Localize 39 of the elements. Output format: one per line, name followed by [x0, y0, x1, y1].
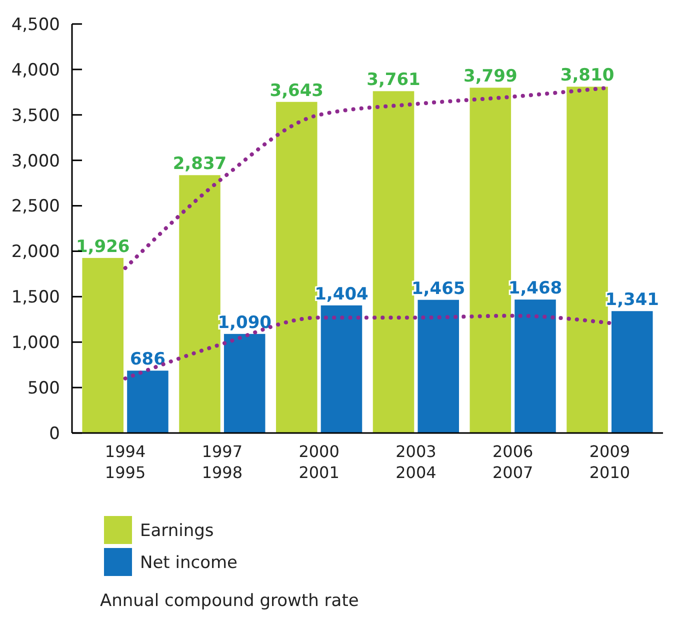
- y-tick-label: 2,500: [11, 196, 60, 217]
- y-tick-label: 3,500: [11, 106, 60, 126]
- bar: [566, 86, 608, 433]
- bar: [276, 102, 318, 433]
- data-label: 686: [130, 350, 166, 370]
- x-tick-label: 2003 2004: [396, 442, 436, 482]
- bar: [224, 334, 266, 433]
- x-tick-label: 1994 1995: [104, 442, 146, 482]
- x-tick-label: 2009 2010: [589, 442, 630, 482]
- y-tick-label: 4,000: [11, 60, 60, 80]
- bar: [514, 300, 556, 433]
- y-tick-label: 1,000: [11, 333, 60, 354]
- bar: [179, 175, 220, 433]
- legend-label: Net income: [140, 552, 238, 573]
- x-tick-label: 2000 2001: [298, 442, 340, 482]
- y-tick-label: 2,000: [11, 242, 60, 262]
- bar: [470, 88, 512, 433]
- data-label: 1,926: [76, 236, 130, 257]
- data-label: 3,799: [464, 66, 518, 87]
- bar: [127, 370, 168, 433]
- data-label: 3,761: [366, 70, 420, 90]
- y-tick-label: 3,000: [11, 151, 60, 172]
- bar: [418, 300, 460, 433]
- y-tick-label: 4,500: [11, 14, 60, 35]
- y-tick-label: 500: [28, 378, 60, 399]
- bar: [320, 305, 362, 433]
- data-label: 3,810: [560, 66, 614, 86]
- bar: [372, 91, 414, 433]
- y-tick-label: 0: [49, 424, 60, 444]
- bar: [82, 258, 124, 433]
- legend-label: Earnings: [140, 520, 214, 541]
- x-tick-label: 1997 1998: [202, 442, 243, 482]
- line-series: [123, 314, 612, 380]
- x-tick-label: 2006 2007: [492, 442, 534, 482]
- data-label: 2,837: [172, 154, 227, 174]
- y-tick-label: 1,500: [11, 288, 60, 308]
- data-label: 3,643: [270, 80, 324, 101]
- text: Annual compound growth rate: [100, 590, 359, 611]
- bar: [612, 311, 653, 433]
